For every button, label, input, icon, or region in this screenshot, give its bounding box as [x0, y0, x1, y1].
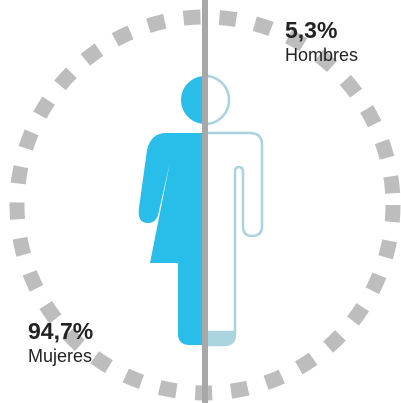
figure-fill — [138, 76, 205, 345]
figure-outline — [203, 74, 264, 347]
figures — [138, 74, 264, 347]
figure-fill — [205, 330, 235, 345]
category-label: Mujeres — [28, 346, 92, 366]
category-label: Hombres — [285, 45, 358, 65]
value-label: 5,3% — [285, 17, 337, 43]
value-label: 94,7% — [28, 318, 93, 344]
